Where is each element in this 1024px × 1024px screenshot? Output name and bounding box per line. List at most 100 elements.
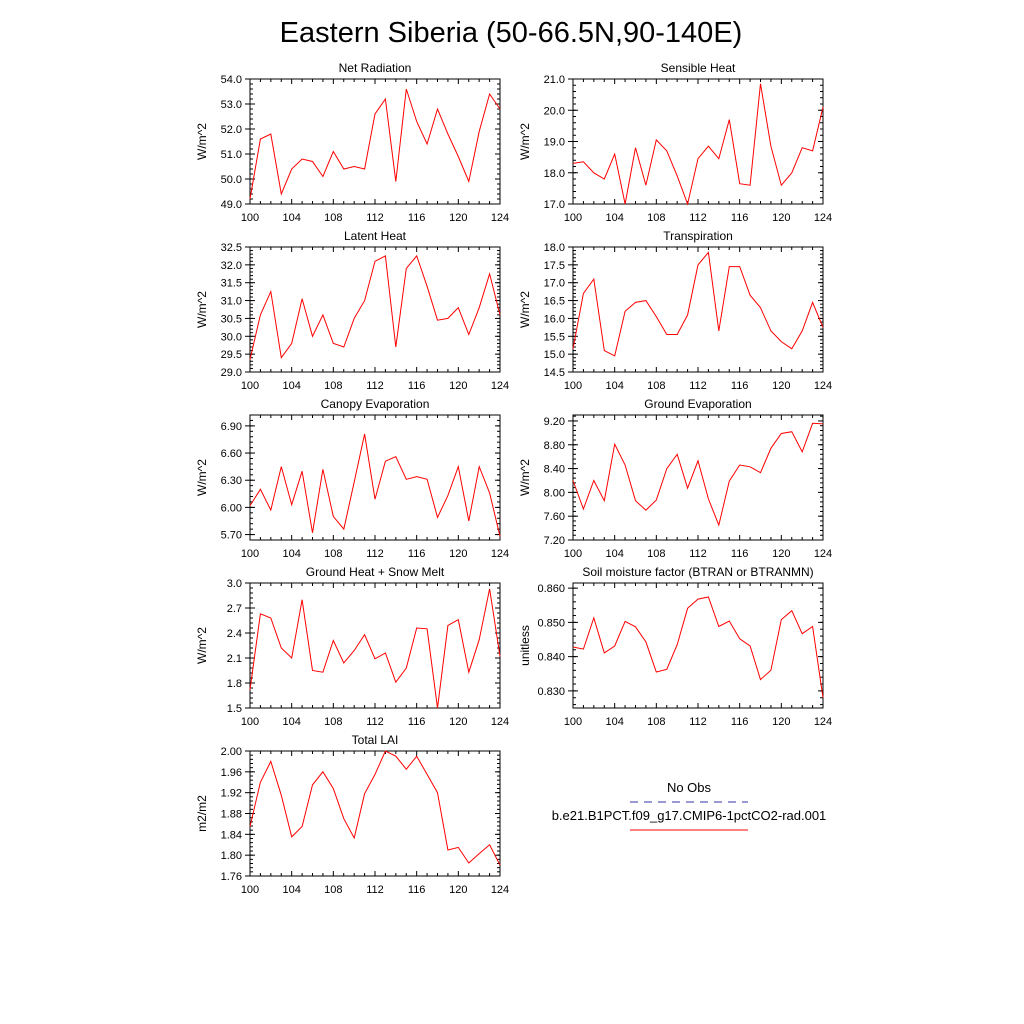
legend: No Obs b.e21.B1PCT.f09_g17.CMIP6-1pctCO2… <box>552 780 827 831</box>
legend-label-model-run: b.e21.B1PCT.f09_g17.CMIP6-1pctCO2-rad.00… <box>552 808 827 823</box>
y-tick-label: 18.0 <box>544 168 565 180</box>
y-axis-label: W/m^2 <box>195 291 209 328</box>
x-tick-label: 120 <box>772 548 790 560</box>
series-line <box>249 588 501 709</box>
chart-transpiration: Transpiration W/m^2 100 104 108 112 116 120 124 1… <box>518 229 832 392</box>
x-tick-label: 116 <box>408 884 426 896</box>
series-line <box>572 83 824 206</box>
y-tick-label: 9.20 <box>544 416 565 428</box>
panel-title: Soil moisture factor (BTRAN or BTRANMN) <box>582 565 813 579</box>
x-tick-label: 108 <box>324 548 342 560</box>
x-tick-label: 100 <box>564 716 582 728</box>
x-tick-label: 124 <box>491 212 509 224</box>
y-tick-label: 21.0 <box>544 74 565 86</box>
x-tick-label: 104 <box>605 716 623 728</box>
y-tick-label: 8.00 <box>544 487 565 499</box>
x-tick-label: 100 <box>564 380 582 392</box>
x-tick-label: 116 <box>408 548 426 560</box>
y-tick-label: 1.92 <box>221 788 242 800</box>
series-line <box>572 596 824 698</box>
plot-frame <box>249 750 501 877</box>
series-line <box>572 422 824 527</box>
x-tick-label: 116 <box>731 548 749 560</box>
y-tick-label: 15.0 <box>544 349 565 361</box>
y-axis-label: W/m^2 <box>518 459 532 496</box>
panel-title: Ground Evaporation <box>644 397 751 411</box>
x-tick-label: 112 <box>366 548 384 560</box>
x-tick-label: 104 <box>282 212 300 224</box>
y-tick-label: 2.1 <box>227 653 242 665</box>
x-tick-label: 104 <box>605 548 623 560</box>
y-tick-label: 1.96 <box>221 767 242 779</box>
x-tick-label: 100 <box>241 716 259 728</box>
x-tick-label: 116 <box>408 716 426 728</box>
y-tick-label: 50.0 <box>221 174 242 186</box>
y-tick-label: 1.88 <box>221 809 242 821</box>
chart-canopy-evaporation: Canopy Evaporation W/m^2 100 104 108 112 116 12… <box>195 397 509 560</box>
y-axis-label: m2/m2 <box>195 795 209 832</box>
x-tick-label: 124 <box>491 716 509 728</box>
y-axis-label: unitless <box>518 625 532 666</box>
y-tick-label: 18.0 <box>544 242 565 254</box>
y-tick-label: 1.84 <box>221 829 242 841</box>
y-tick-label: 32.5 <box>221 242 242 254</box>
x-tick-label: 120 <box>772 716 790 728</box>
y-tick-label: 17.5 <box>544 260 565 272</box>
y-tick-label: 15.5 <box>544 331 565 343</box>
panel-title: Canopy Evaporation <box>321 397 430 411</box>
y-tick-label: 32.0 <box>221 260 242 272</box>
x-tick-label: 108 <box>324 884 342 896</box>
x-tick-label: 124 <box>814 212 832 224</box>
x-tick-label: 112 <box>689 716 707 728</box>
x-tick-label: 100 <box>564 548 582 560</box>
chart-soil-moisture-factor-btran-or-btranmn: Soil moisture factor (BTRAN or BTRANMN) u… <box>518 565 832 728</box>
y-tick-label: 20.0 <box>544 105 565 117</box>
x-tick-label: 112 <box>689 212 707 224</box>
y-tick-label: 6.30 <box>221 475 242 487</box>
panel-title: Net Radiation <box>339 61 412 75</box>
y-tick-label: 17.0 <box>544 278 565 290</box>
x-tick-label: 112 <box>689 548 707 560</box>
plot-frame <box>249 414 501 541</box>
series-line <box>572 251 824 357</box>
x-tick-label: 112 <box>366 212 384 224</box>
x-tick-label: 124 <box>814 716 832 728</box>
x-tick-label: 112 <box>689 380 707 392</box>
page-title: Eastern Siberia (50-66.5N,90-140E) <box>280 17 743 49</box>
x-tick-label: 116 <box>408 212 426 224</box>
y-tick-label: 14.5 <box>544 367 565 379</box>
chart-net-radiation: Net Radiation W/m^2 100 104 108 112 116 120 124 4… <box>195 61 509 224</box>
x-tick-label: 100 <box>241 548 259 560</box>
y-tick-label: 6.90 <box>221 421 242 433</box>
y-axis-label: W/m^2 <box>195 459 209 496</box>
x-tick-label: 124 <box>491 884 509 896</box>
y-tick-label: 54.0 <box>221 74 242 86</box>
y-tick-label: 0.840 <box>537 652 565 664</box>
x-tick-label: 120 <box>449 716 467 728</box>
panel-title: Transpiration <box>663 229 733 243</box>
y-tick-label: 6.60 <box>221 448 242 460</box>
x-tick-label: 108 <box>324 380 342 392</box>
plot-frame <box>249 78 501 205</box>
plot-frame <box>572 78 824 205</box>
y-axis-label: W/m^2 <box>195 123 209 160</box>
plot-frame <box>572 582 824 709</box>
x-tick-label: 116 <box>731 380 749 392</box>
x-tick-label: 120 <box>772 380 790 392</box>
y-tick-label: 51.0 <box>221 149 242 161</box>
chart-sensible-heat: Sensible Heat W/m^2 100 104 108 112 116 120 124 1… <box>518 61 832 224</box>
y-tick-label: 7.60 <box>544 511 565 523</box>
y-tick-label: 0.850 <box>537 617 565 629</box>
x-tick-label: 124 <box>491 380 509 392</box>
y-tick-label: 30.0 <box>221 331 242 343</box>
x-tick-label: 112 <box>366 716 384 728</box>
y-tick-label: 31.0 <box>221 296 242 308</box>
plot-frame <box>249 246 501 373</box>
x-tick-label: 120 <box>449 884 467 896</box>
panel-title: Latent Heat <box>344 229 407 243</box>
y-tick-label: 16.5 <box>544 296 565 308</box>
x-tick-label: 104 <box>282 548 300 560</box>
x-tick-label: 104 <box>605 212 623 224</box>
x-tick-label: 116 <box>408 380 426 392</box>
